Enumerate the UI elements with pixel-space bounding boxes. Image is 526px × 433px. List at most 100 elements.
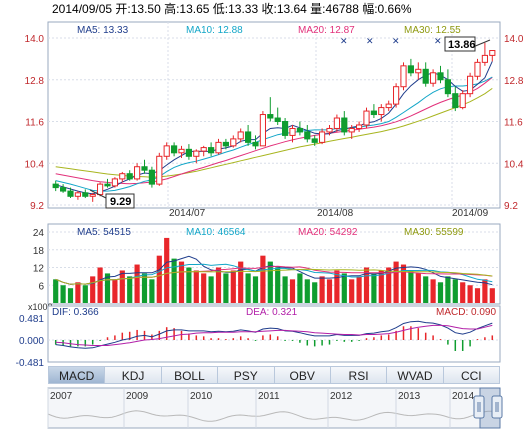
volume-bar: [467, 285, 473, 303]
volume-bar: [238, 261, 244, 303]
candle-body: [230, 138, 237, 147]
volume-bar: [252, 276, 259, 303]
candle-body: [363, 110, 370, 126]
candle-body: [245, 131, 252, 143]
macd-panel: [47, 305, 501, 363]
price-y-tick-right: 11.6: [504, 118, 523, 129]
volume-bar: [149, 279, 155, 303]
volume-bar: [378, 270, 384, 303]
volume-bars: [53, 237, 495, 303]
price-ma10-line: [55, 76, 493, 192]
navigator-year-label: 2013: [398, 391, 421, 402]
candle-body: [200, 147, 207, 152]
volume-bar: [371, 273, 377, 303]
price-y-tick-right: 14.0: [504, 34, 524, 45]
macd-dea-line: [55, 324, 493, 346]
candle-body: [370, 110, 377, 116]
candle-body: [237, 131, 244, 140]
price-y-tick-left: 11.6: [25, 118, 44, 129]
macd-dif-line: [55, 320, 493, 349]
tab-rsi[interactable]: RSI: [330, 366, 388, 384]
price-y-axis: 14.0 14.0 12.8 12.8 11.6 11.6 10.4 10.4 9.2 9.2: [25, 34, 524, 212]
navigator-year-label: 2012: [330, 391, 353, 402]
volume-y-axis: 24 18 12 6: [33, 228, 45, 292]
tab-obv[interactable]: OBV: [274, 366, 331, 384]
candle-body: [459, 93, 466, 109]
price-y-tick-left: 9.2: [30, 201, 44, 212]
volume-bar: [363, 267, 370, 303]
price-y-tick-right: 10.4: [504, 159, 524, 170]
tab-wvad[interactable]: WVAD: [387, 366, 444, 384]
tab-macd[interactable]: MACD: [48, 366, 106, 384]
volume-y-tick: 6: [38, 281, 44, 292]
candle-body: [422, 68, 429, 84]
navigator-year-label: 2007: [50, 391, 73, 402]
candle-body: [296, 127, 303, 133]
navigator-years: 2007 2009 2010 2011 2012 2013 2014: [47, 388, 475, 428]
tab-kdj[interactable]: KDJ: [105, 366, 162, 384]
navigator-handle-right[interactable]: [491, 395, 503, 419]
candle-body: [467, 75, 474, 95]
candle-body: [148, 169, 155, 185]
candle-body: [156, 155, 163, 185]
candle-body: [437, 72, 444, 81]
chart-header: 2014/09/05 开:13.50 高:13.65 低:13.33 收:13.…: [52, 1, 412, 16]
volume-bar: [423, 276, 429, 303]
candle-body: [311, 138, 318, 143]
volume-bar: [127, 276, 133, 303]
volume-bar: [119, 270, 125, 303]
x-tick-2014-09: 2014/09: [452, 208, 489, 219]
volume-bar: [82, 285, 88, 303]
volume-bar: [90, 276, 96, 303]
candle-body: [378, 107, 385, 116]
navigator-year-label: 2011: [258, 391, 280, 402]
volume-bar: [489, 288, 495, 303]
candle-body: [104, 183, 111, 187]
candle-body: [274, 117, 281, 123]
volume-bar: [349, 279, 355, 303]
low-price-marker: 9.29: [89, 189, 135, 209]
volume-bar: [482, 279, 488, 303]
candle-body: [282, 121, 289, 136]
volume-bar: [215, 267, 222, 303]
navigator-panel[interactable]: [47, 387, 501, 429]
candle-body: [193, 150, 200, 157]
x-tick-2014-08: 2014/08: [317, 208, 354, 219]
vol-legend-ma20: MA20: 54292: [298, 227, 358, 238]
tab-cci[interactable]: CCI: [443, 366, 500, 384]
volume-bar: [282, 276, 288, 303]
macd-legend-macd: MACD: 0.090: [436, 307, 496, 318]
navigator-year-label: 2014: [452, 391, 475, 402]
candle-body: [141, 166, 148, 171]
macd-y-tick: -0.481: [16, 358, 45, 369]
price-ma20-line: [55, 76, 493, 185]
volume-bar: [75, 282, 81, 303]
volume-bar: [275, 267, 281, 303]
candle-body: [208, 147, 215, 154]
candle-body: [289, 127, 296, 136]
volume-bar: [289, 279, 296, 303]
volume-bar: [474, 288, 481, 303]
volume-bar: [297, 273, 303, 303]
x-tick-2014-07: 2014/07: [169, 208, 206, 219]
candle-body: [452, 93, 459, 109]
event-markers: ✕ ✕ ✕ ✕: [340, 36, 442, 46]
volume-bar: [171, 258, 177, 303]
volume-bar: [267, 261, 273, 303]
navigator-handle-left[interactable]: [473, 395, 485, 419]
tab-psy[interactable]: PSY: [218, 366, 275, 384]
price-y-tick-left: 10.4: [25, 159, 45, 170]
candle-body: [341, 117, 348, 133]
candle-body: [304, 131, 311, 140]
indicator-tabs: MACD KDJ BOLL PSY OBV RSI WVAD CCI: [48, 366, 500, 384]
candle-body: [111, 178, 118, 187]
price-y-tick-right: 12.8: [504, 76, 524, 87]
volume-bar: [415, 273, 421, 303]
tab-boll[interactable]: BOLL: [161, 366, 219, 384]
candle-body: [74, 192, 81, 197]
candle-body: [52, 183, 59, 189]
volume-bar: [67, 288, 74, 303]
volume-bar: [201, 273, 207, 303]
candle-body: [319, 131, 326, 143]
